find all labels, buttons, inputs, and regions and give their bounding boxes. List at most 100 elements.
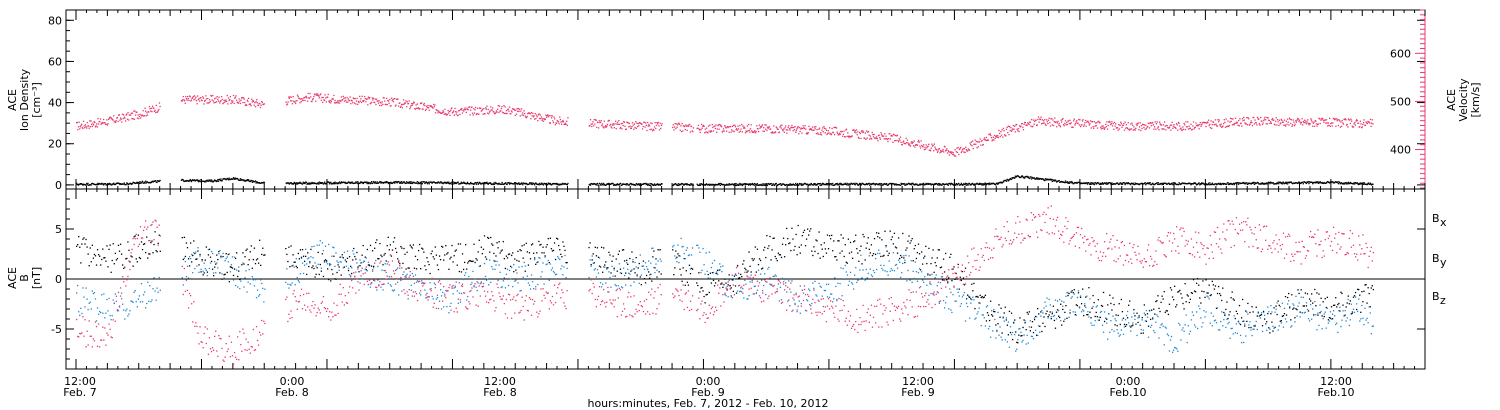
top-pink-point — [817, 132, 819, 134]
top-pink-point — [738, 131, 740, 133]
top-pink-point — [153, 110, 156, 113]
top-pink-point — [410, 104, 412, 107]
top-pink-point — [124, 120, 127, 122]
top-pink-point — [1117, 129, 1119, 131]
top-pink-point — [513, 109, 516, 111]
top-black-point — [1363, 182, 1365, 184]
top-pink-point — [359, 100, 361, 102]
top-pink-point — [1184, 124, 1186, 126]
top-pink-point — [305, 95, 307, 98]
top-pink-point — [924, 146, 926, 149]
top-black-point — [411, 182, 413, 185]
top-black-point — [453, 183, 455, 185]
top-pink-point — [825, 129, 828, 132]
bottom-x-point — [232, 274, 235, 277]
bottom-x-point — [81, 243, 83, 245]
bottom-x-point — [442, 246, 444, 248]
top-pink-point — [1256, 124, 1258, 126]
top-black-point — [321, 182, 324, 184]
top-pink-point — [78, 121, 80, 123]
top-black-point — [826, 184, 828, 186]
top-panel-right-y-label: ACEVelocity[km/s] — [1445, 78, 1482, 122]
top-black-point — [1170, 183, 1172, 186]
top-black-point — [1194, 182, 1197, 184]
top-pink-point — [560, 121, 562, 123]
bottom-x-point — [313, 267, 315, 270]
top-black-point — [1268, 182, 1271, 184]
top-pink-point — [375, 103, 377, 106]
top-pink-point — [382, 103, 384, 105]
bottom-x-point — [290, 245, 292, 247]
top-pink-point — [155, 111, 157, 114]
top-pink-point — [1313, 125, 1316, 127]
top-black-point — [155, 180, 157, 182]
top-black-point — [899, 184, 902, 186]
top-pink-point — [415, 104, 417, 106]
top-pink-point — [1062, 117, 1064, 120]
top-black-point — [1366, 183, 1368, 186]
bottom-x-point — [381, 255, 383, 258]
top-pink-point — [1313, 121, 1315, 123]
top-pink-point — [290, 96, 292, 98]
top-pink-point — [408, 100, 410, 102]
top-pink-point — [743, 126, 745, 128]
top-y-tick-label: 0 — [55, 179, 62, 192]
top-black-point — [737, 183, 739, 185]
top-pink-point — [1236, 122, 1239, 124]
top-black-point — [209, 179, 211, 181]
top-pink-point — [1007, 125, 1010, 127]
top-pink-point — [1182, 128, 1185, 130]
top-pink-point — [1074, 124, 1076, 126]
top-pink-point — [638, 122, 641, 124]
bottom-x-point — [420, 268, 422, 270]
top-pink-point — [673, 126, 676, 128]
top-pink-point — [351, 100, 353, 102]
bottom-x-point — [522, 257, 524, 259]
top-pink-point — [367, 104, 369, 106]
bottom-x-point — [324, 259, 327, 261]
bottom-x-point — [106, 245, 108, 247]
top-pink-point — [370, 101, 373, 104]
top-black-point — [1120, 182, 1122, 184]
top-pink-point — [734, 126, 737, 128]
top-black-point — [874, 184, 877, 186]
top-black-point — [403, 181, 405, 183]
bottom-x-point — [195, 258, 197, 260]
top-pink-point — [388, 102, 390, 104]
top-pink-point — [1261, 120, 1263, 122]
top-pink-point — [1265, 119, 1267, 121]
top-pink-point — [1300, 123, 1302, 125]
top-pink-point — [240, 99, 242, 101]
top-black-point — [213, 180, 215, 182]
top-pink-point — [553, 116, 555, 118]
top-pink-point — [380, 102, 382, 104]
top-black-point — [1237, 182, 1239, 184]
top-pink-point — [1178, 122, 1180, 125]
top-pink-point — [741, 123, 743, 126]
bottom-x-point — [211, 268, 214, 270]
top-pink-point — [137, 114, 139, 116]
top-pink-point — [859, 132, 861, 135]
top-black-point — [910, 182, 912, 185]
top-black-point — [1018, 176, 1020, 178]
top-pink-point — [503, 105, 505, 107]
top-pink-point — [96, 126, 99, 128]
top-black-point — [682, 183, 685, 186]
top-pink-point — [1192, 125, 1194, 127]
top-black-point — [323, 181, 326, 183]
top-black-point — [407, 182, 410, 184]
top-pink-point — [1241, 125, 1243, 127]
top-pink-point — [1078, 124, 1080, 126]
top-pink-point — [1001, 129, 1003, 131]
top-pink-point — [601, 123, 604, 125]
bottom-x-point — [264, 254, 266, 256]
bottom-x-point — [395, 251, 398, 253]
bottom-x-point — [421, 247, 423, 249]
bottom-x-point — [508, 253, 511, 255]
top-black-point — [744, 184, 747, 186]
top-pink-point — [475, 106, 477, 109]
top-pink-point — [1152, 121, 1154, 124]
top-pink-point — [95, 125, 97, 127]
axis-title-line: Ion Density — [18, 68, 31, 131]
